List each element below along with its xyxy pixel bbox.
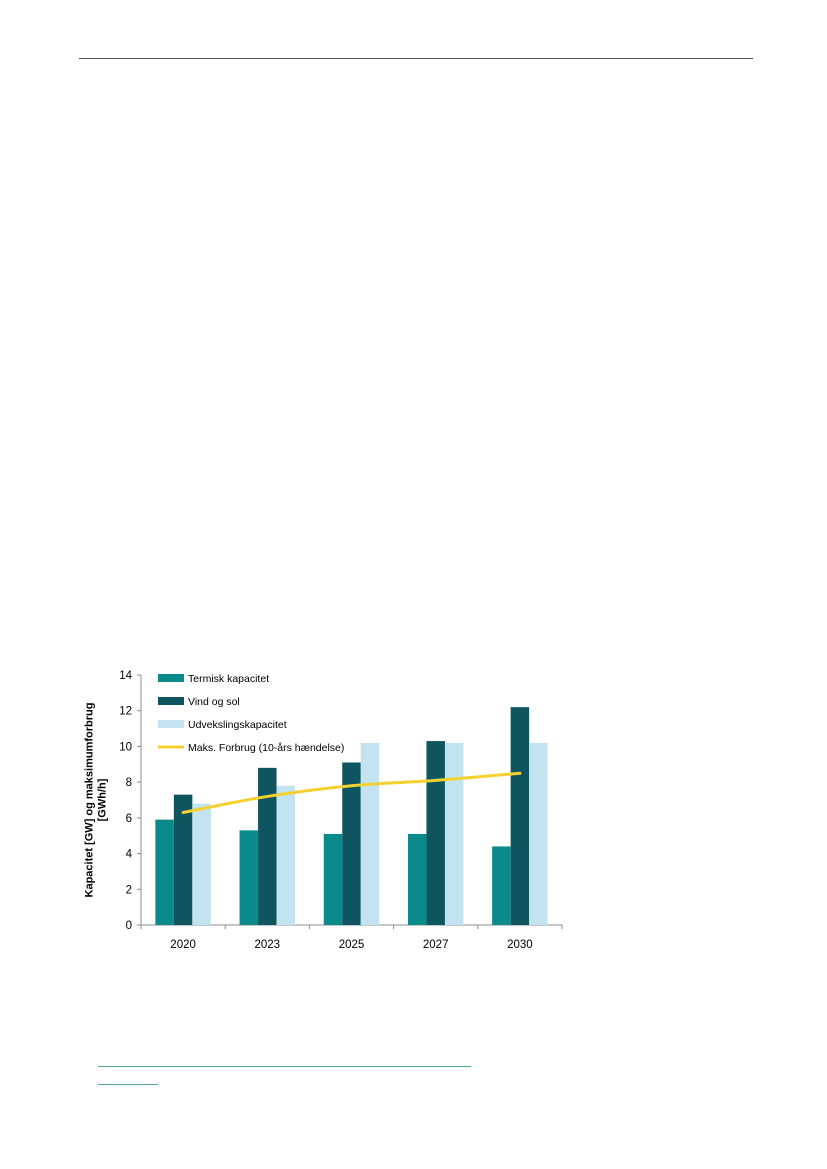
bar: [426, 741, 445, 925]
x-tick-label: 2025: [339, 939, 365, 951]
legend-label: Vind og sol: [188, 696, 240, 708]
bar: [276, 785, 296, 925]
bar: [342, 762, 361, 925]
x-tick-label: 2030: [507, 939, 533, 951]
y-axis-label-line-1: Kapacitet [GW] og maksimumforbrug: [82, 702, 95, 898]
y-tick-label: 8: [126, 777, 132, 789]
y-tick-label: 6: [126, 813, 132, 825]
footnote-rule-long: [98, 1066, 471, 1067]
legend-swatch: [158, 720, 184, 728]
bar: [529, 742, 548, 925]
bar: [192, 803, 211, 925]
y-tick-label: 12: [119, 706, 132, 718]
y-tick-label: 4: [126, 849, 133, 861]
x-tick-label: 2027: [423, 939, 449, 951]
bar: [407, 833, 427, 925]
bar: [492, 846, 511, 925]
header-rule: [79, 58, 753, 59]
x-tick-label: 2020: [170, 939, 196, 951]
series-line: [181, 771, 522, 814]
bar: [510, 707, 530, 925]
bar: [444, 742, 464, 925]
legend-label: Udvekslingskapacitet: [188, 719, 287, 731]
legend-label: Termisk kapacitet: [188, 673, 269, 685]
x-tick-label: 2023: [255, 939, 281, 951]
y-axis-label-line-2: [GWh/h]: [95, 778, 108, 822]
legend-swatch: [158, 697, 184, 705]
capacity-chart: 0 2 4 6 8 10 12 14 2020 2023 2025 2027 2030 Termisk k…: [80, 665, 580, 960]
legend-label: Maks. Forbrug (10-års hændelse): [188, 742, 344, 754]
chart-svg: 0 2 4 6 8 10 12 14 2020 2023 2025 2027 2030 Termisk k…: [119, 670, 563, 951]
footnote-rule-short: [98, 1084, 158, 1085]
bar: [258, 767, 277, 925]
y-axis-label: Kapacitet [GW] og maksimumforbrug [GWh/h…: [83, 703, 109, 898]
y-tick-label: 0: [126, 920, 132, 932]
bar: [360, 742, 380, 925]
y-tick-label: 14: [119, 670, 132, 682]
y-tick-label: 10: [119, 741, 132, 753]
bar: [173, 794, 193, 925]
legend-swatch: [158, 674, 184, 682]
y-tick-label: 2: [126, 884, 132, 896]
bar: [323, 833, 343, 925]
bar: [155, 819, 174, 925]
bar: [239, 830, 259, 925]
